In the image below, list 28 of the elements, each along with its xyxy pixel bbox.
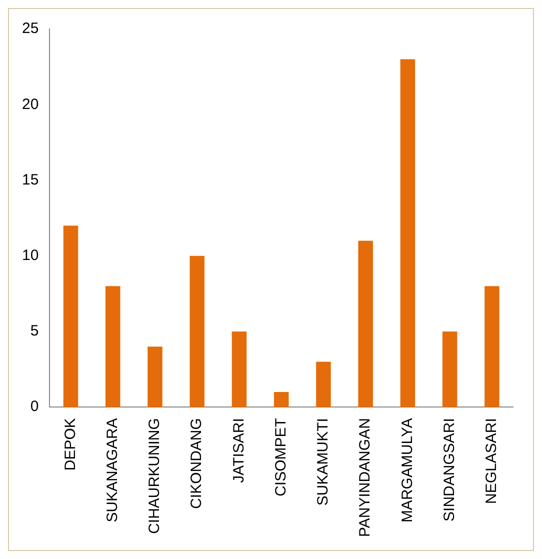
bar [232, 331, 247, 408]
bar [105, 286, 120, 408]
x-tick-label: SINDANGSARI [440, 418, 458, 522]
bar [484, 286, 500, 408]
bar [442, 331, 458, 408]
y-tick-label: 5 [30, 322, 39, 340]
x-tick-label: SUKAMUKTI [314, 418, 332, 506]
y-tick-label: 25 [22, 20, 39, 38]
x-tick-label: SUKANAGARA [104, 418, 122, 522]
y-tick-label: 15 [22, 171, 39, 188]
y-tick-label: 20 [22, 96, 39, 113]
x-tick-label: DEPOK [62, 418, 79, 471]
bar [316, 362, 331, 408]
bar [190, 256, 204, 408]
x-tick-label: MARGAMULYA [398, 418, 416, 523]
x-tick-label: PANYINDANGAN [356, 418, 374, 538]
y-tick-label: 0 [30, 398, 39, 416]
bar [63, 226, 78, 408]
bar [148, 346, 162, 408]
bar [400, 59, 416, 408]
x-tick-label: JATISARI [230, 418, 248, 483]
bar [358, 240, 373, 408]
x-tick-label: CIHAURKUNING [146, 418, 164, 534]
x-tick-label: CIKONDANG [188, 418, 206, 509]
x-tick-label: CISOMPET [272, 418, 290, 496]
bar [274, 392, 289, 408]
y-tick-label: 10 [22, 246, 39, 264]
x-tick-label: NEGLASARI [483, 418, 500, 504]
